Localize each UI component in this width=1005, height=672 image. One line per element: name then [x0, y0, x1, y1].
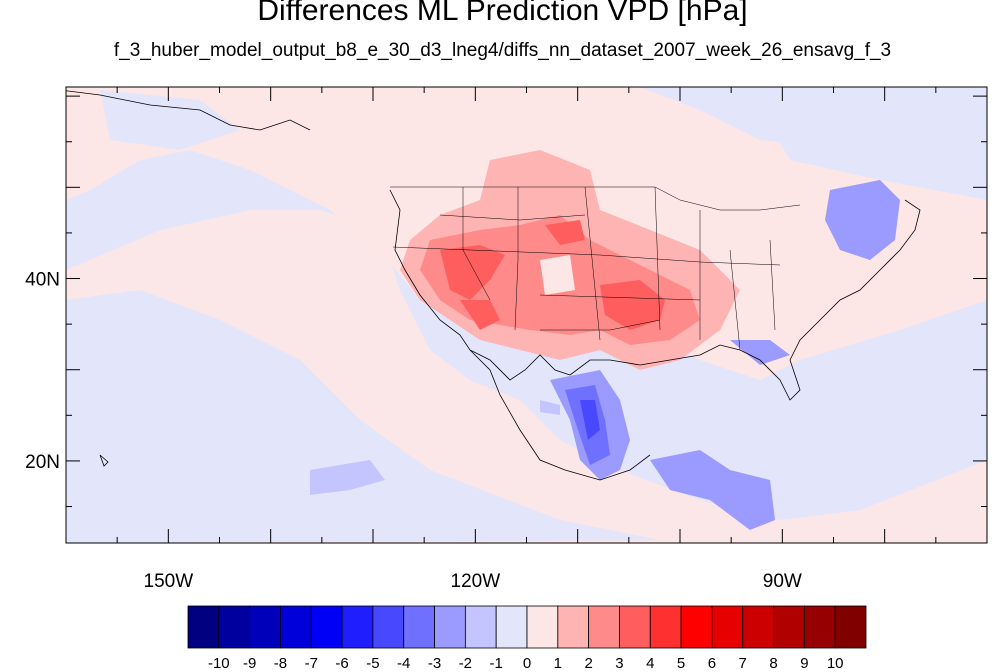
colorbar-label: 9: [800, 655, 808, 672]
state-borders: [390, 186, 801, 351]
colorbar-label: 10: [827, 655, 844, 672]
map-title: Differences ML Prediction VPD [hPa]: [257, 0, 748, 27]
colorbar-label: 0: [523, 655, 531, 672]
colorbar-swatch: [526, 605, 559, 649]
colorbar-swatch: [280, 605, 312, 649]
colorbar-label: 5: [677, 655, 685, 672]
colorbar-label: -9: [243, 655, 256, 672]
colorbar-swatch: [310, 605, 343, 649]
lat-label: 20N: [25, 452, 60, 473]
colorbar-swatch: [649, 605, 682, 649]
lon-label: 90W: [763, 571, 802, 592]
colorbar-label: -4: [397, 655, 410, 672]
colorbar-swatch: [557, 605, 590, 649]
colorbar-swatch: [372, 605, 405, 649]
colorbar-swatch: [187, 605, 220, 649]
colorbar-label: -1: [490, 655, 503, 672]
colorbar-swatch: [464, 605, 497, 649]
colorbar-label: 2: [584, 655, 592, 672]
colorbar-label: -5: [366, 655, 379, 672]
colorbar-swatch: [341, 605, 374, 649]
colorbar-swatch: [588, 605, 620, 649]
colorbar-swatch: [773, 605, 805, 649]
colorbar-swatch: [619, 605, 651, 649]
colorbar: -10 -9 -8 -7 -6 -5 -4 -3 -2 -1 0 1 2 3 4 5 6 7 8 9 10: [187, 605, 867, 672]
colorbar-swatch: [434, 605, 466, 649]
field-3-4: [440, 220, 665, 330]
lon-label: 150W: [144, 571, 194, 592]
colorbar-label: -3: [428, 655, 441, 672]
colorbar-label: -2: [459, 655, 472, 672]
colorbar-swatch: [742, 605, 774, 649]
colorbar-label: 4: [646, 655, 654, 672]
colorbar-label: 7: [739, 655, 747, 672]
colorbar-label: -10: [208, 655, 230, 672]
colorbar-label: 1: [554, 655, 562, 672]
colorbar-label: 3: [615, 655, 623, 672]
field-0-1-inner: [540, 255, 575, 295]
colorbar-label: -6: [335, 655, 348, 672]
field-neg-1-0: [66, 90, 987, 543]
colorbar-swatch: [495, 605, 528, 649]
colorbar-swatch: [249, 605, 281, 649]
map-subtitle: f_3_huber_model_output_b8_e_30_d3_lneg4/…: [113, 40, 892, 61]
colorbar-label: 6: [708, 655, 716, 672]
lat-label: 40N: [25, 270, 60, 291]
colorbar-swatch: [834, 605, 867, 649]
colorbar-swatch: [403, 605, 435, 649]
colorbar-label: -7: [305, 655, 318, 672]
map-axis-labels: 40N 20N 150W 120W 90W: [25, 270, 802, 592]
coastlines: [66, 90, 921, 481]
field-neg: [310, 180, 900, 530]
colorbar-swatch: [218, 605, 251, 649]
colorbar-label: 8: [769, 655, 777, 672]
colorbar-label: -8: [274, 655, 287, 672]
map-ticks: [66, 87, 987, 543]
lon-label: 120W: [451, 571, 501, 592]
colorbar-swatch: [803, 605, 836, 649]
colorbar-swatch: [711, 605, 744, 649]
map-plot-area: [66, 87, 987, 543]
colorbar-swatch: [680, 605, 713, 649]
